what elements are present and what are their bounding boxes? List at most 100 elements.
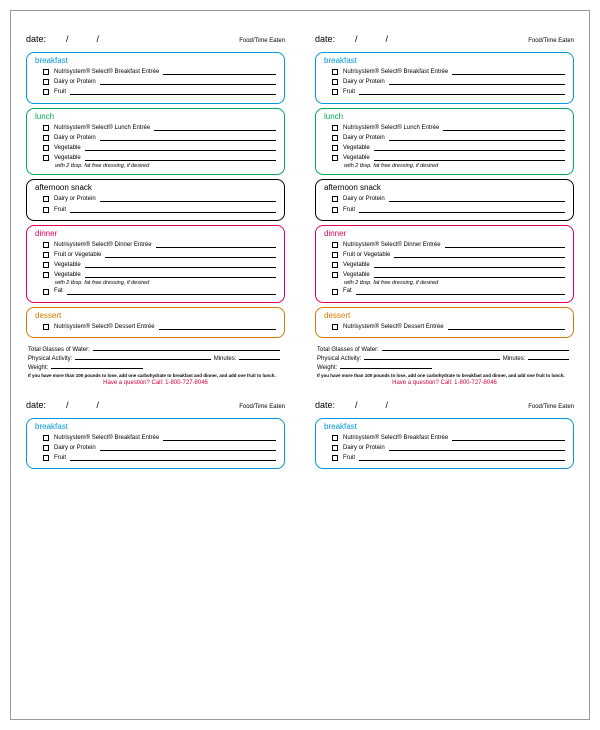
checkbox-icon[interactable] <box>43 242 49 248</box>
checkbox-icon[interactable] <box>332 79 338 85</box>
write-line[interactable] <box>163 435 276 441</box>
write-line[interactable] <box>85 155 276 161</box>
checkbox-icon[interactable] <box>332 272 338 278</box>
checkbox-icon[interactable] <box>332 435 338 441</box>
write-line[interactable] <box>528 354 569 360</box>
write-line[interactable] <box>70 455 276 461</box>
meal-item: Fruit <box>35 87 276 97</box>
write-line[interactable] <box>156 242 276 248</box>
checkbox-icon[interactable] <box>43 125 49 131</box>
write-line[interactable] <box>85 145 276 151</box>
checkbox-icon[interactable] <box>332 324 338 330</box>
write-line[interactable] <box>374 155 565 161</box>
item-label: Fruit <box>343 453 355 463</box>
write-line[interactable] <box>359 455 565 461</box>
write-line[interactable] <box>340 363 432 369</box>
write-line[interactable] <box>359 89 565 95</box>
date-slash: / <box>66 34 69 44</box>
write-line[interactable] <box>448 324 565 330</box>
checkbox-icon[interactable] <box>43 69 49 75</box>
write-line[interactable] <box>389 79 565 85</box>
write-line[interactable] <box>85 272 276 278</box>
checkbox-icon[interactable] <box>332 262 338 268</box>
weight-row: Weight: <box>28 363 283 371</box>
write-line[interactable] <box>374 272 565 278</box>
food-time-label: Food/Time Eaten <box>528 404 574 410</box>
meal-item: Fruit or Vegetable <box>35 250 276 260</box>
checkbox-icon[interactable] <box>332 145 338 151</box>
diary-card: date: / / Food/Time Eaten breakfast Nutr… <box>309 30 580 388</box>
checkbox-icon[interactable] <box>332 155 338 161</box>
write-line[interactable] <box>100 79 276 85</box>
write-line[interactable] <box>445 242 565 248</box>
checkbox-icon[interactable] <box>43 252 49 258</box>
checkbox-icon[interactable] <box>332 135 338 141</box>
date-label: date: <box>26 400 46 410</box>
item-label: Vegetable <box>343 270 370 280</box>
write-line[interactable] <box>394 252 565 258</box>
checkbox-icon[interactable] <box>332 125 338 131</box>
write-line[interactable] <box>67 289 276 295</box>
write-line[interactable] <box>364 354 499 360</box>
write-line[interactable] <box>389 135 565 141</box>
write-line[interactable] <box>443 125 565 131</box>
checkbox-icon[interactable] <box>332 445 338 451</box>
write-line[interactable] <box>452 435 565 441</box>
checkbox-icon[interactable] <box>43 289 49 295</box>
write-line[interactable] <box>163 69 276 75</box>
write-line[interactable] <box>154 125 276 131</box>
meal-item: Vegetable <box>324 270 565 280</box>
checkbox-icon[interactable] <box>43 196 49 202</box>
checkbox-icon[interactable] <box>43 79 49 85</box>
write-line[interactable] <box>70 207 276 213</box>
checkbox-icon[interactable] <box>43 145 49 151</box>
write-line[interactable] <box>159 324 276 330</box>
breakfast-title: breakfast <box>35 56 276 65</box>
write-line[interactable] <box>452 69 565 75</box>
item-label: Fruit or Vegetable <box>343 250 390 260</box>
checkbox-icon[interactable] <box>332 242 338 248</box>
write-line[interactable] <box>389 445 565 451</box>
write-line[interactable] <box>100 445 276 451</box>
write-line[interactable] <box>374 145 565 151</box>
write-line[interactable] <box>374 262 565 268</box>
write-line[interactable] <box>100 135 276 141</box>
checkbox-icon[interactable] <box>332 207 338 213</box>
write-line[interactable] <box>382 345 569 351</box>
write-line[interactable] <box>85 262 276 268</box>
checkbox-icon[interactable] <box>332 252 338 258</box>
write-line[interactable] <box>93 345 280 351</box>
write-line[interactable] <box>389 196 565 202</box>
date-row: date: / / Food/Time Eaten <box>309 396 580 416</box>
meal-item: Nutrisystem® Select® Breakfast Entrée <box>35 67 276 77</box>
date-slash: / <box>97 400 100 410</box>
meal-item: Dairy or Protein <box>324 77 565 87</box>
checkbox-icon[interactable] <box>332 455 338 461</box>
write-line[interactable] <box>356 289 565 295</box>
checkbox-icon[interactable] <box>43 207 49 213</box>
checkbox-icon[interactable] <box>43 272 49 278</box>
checkbox-icon[interactable] <box>43 445 49 451</box>
checkbox-icon[interactable] <box>332 89 338 95</box>
write-line[interactable] <box>100 196 276 202</box>
checkbox-icon[interactable] <box>43 89 49 95</box>
checkbox-icon[interactable] <box>43 135 49 141</box>
meal-item: Vegetable <box>35 260 276 270</box>
write-line[interactable] <box>70 89 276 95</box>
item-label: Dairy or Protein <box>54 443 96 453</box>
checkbox-icon[interactable] <box>43 155 49 161</box>
write-line[interactable] <box>51 363 143 369</box>
checkbox-icon[interactable] <box>332 69 338 75</box>
checkbox-icon[interactable] <box>43 262 49 268</box>
checkbox-icon[interactable] <box>43 324 49 330</box>
checkbox-icon[interactable] <box>43 455 49 461</box>
checkbox-icon[interactable] <box>332 196 338 202</box>
phone-line: Have a question? Call: 1-800-727-8046 <box>28 380 283 386</box>
checkbox-icon[interactable] <box>43 435 49 441</box>
checkbox-icon[interactable] <box>332 289 338 295</box>
write-line[interactable] <box>359 207 565 213</box>
write-line[interactable] <box>105 252 276 258</box>
write-line[interactable] <box>75 354 210 360</box>
write-line[interactable] <box>239 354 280 360</box>
item-label: Nutrisystem® Select® Dessert Entrée <box>54 322 155 332</box>
